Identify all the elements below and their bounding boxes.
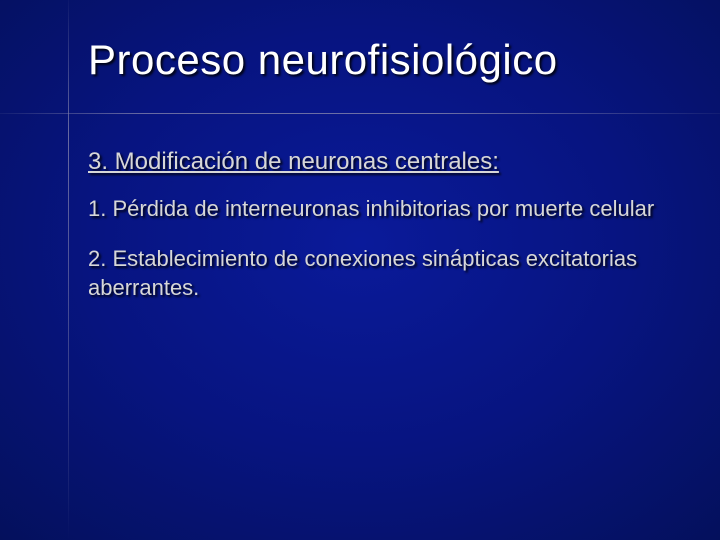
list-item: 1. Pérdida de interneuronas inhibitorias… bbox=[88, 194, 678, 224]
vertical-divider bbox=[68, 0, 69, 540]
slide-subtitle: 3. Modificación de neuronas centrales: bbox=[88, 148, 678, 176]
slide-content: Proceso neurofisiológico 3. Modificación… bbox=[88, 36, 678, 303]
slide-title: Proceso neurofisiológico bbox=[88, 36, 678, 84]
list-item: 2. Establecimiento de conexiones sinápti… bbox=[88, 244, 678, 303]
